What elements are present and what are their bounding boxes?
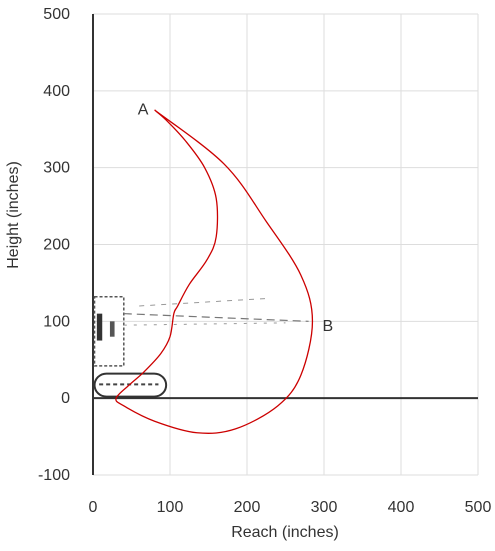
annotations: AB (138, 102, 333, 336)
machine-silhouette (93, 295, 309, 398)
x-tick-label: 400 (388, 499, 415, 516)
boom-sketch (123, 313, 309, 322)
y-tick-label: 500 (43, 6, 70, 23)
y-tick-label: 100 (43, 313, 70, 330)
x-axis-label: Reach (inches) (231, 524, 339, 541)
y-tick-label: -100 (38, 467, 70, 484)
track-outline (93, 372, 168, 398)
point-label-b: B (323, 318, 334, 335)
boom-sketch (123, 322, 286, 326)
y-tick-label: 0 (61, 390, 70, 407)
x-tick-label: 0 (89, 499, 98, 516)
cab-detail (109, 321, 115, 337)
cab-block (96, 313, 103, 341)
envelope-line (115, 109, 314, 434)
working-envelope (115, 109, 314, 434)
y-axis-label: Height (inches) (5, 161, 22, 269)
x-tick-label: 100 (157, 499, 184, 516)
cab-outline (93, 295, 125, 367)
x-tick-label: 500 (465, 499, 492, 516)
grid (93, 13, 479, 476)
x-tick-label: 200 (234, 499, 261, 516)
x-tick-label: 300 (311, 499, 338, 516)
boom-sketch (139, 297, 271, 307)
y-tick-label: 300 (43, 160, 70, 177)
tick-labels: 0 100 200 300 400 500 500 400 300 200 100 0 -100 (38, 6, 491, 516)
point-label-a: A (138, 102, 149, 119)
y-tick-label: 400 (43, 83, 70, 100)
y-tick-label: 200 (43, 237, 70, 254)
